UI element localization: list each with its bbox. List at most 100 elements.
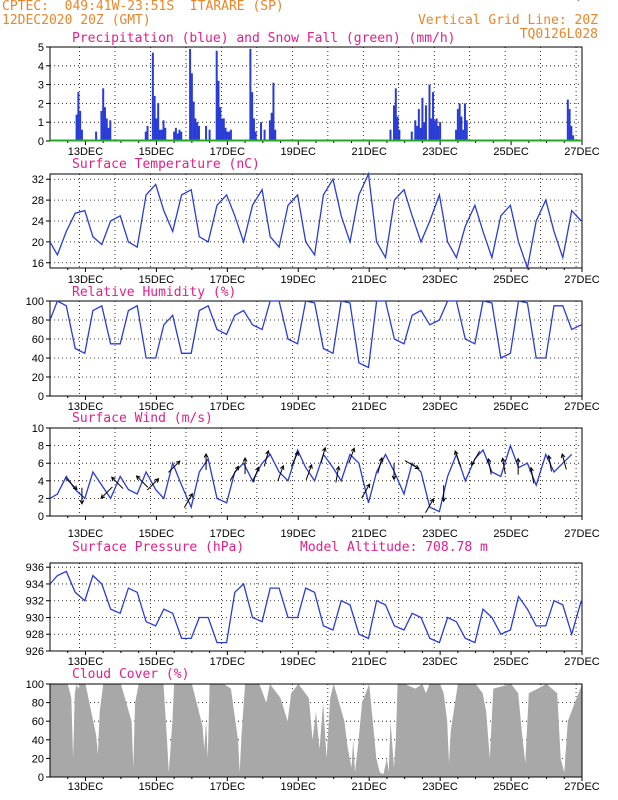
wind-arrow-head bbox=[486, 457, 492, 463]
precip-bar bbox=[433, 120, 436, 141]
precip-bar bbox=[155, 118, 158, 141]
wind-arrow bbox=[183, 493, 193, 508]
wind-arrow-head bbox=[335, 465, 341, 471]
wind-arrow bbox=[229, 466, 239, 481]
x-tick-label: 19DEC bbox=[281, 528, 317, 540]
precip-bar bbox=[173, 131, 176, 141]
precip-bar bbox=[164, 127, 167, 141]
precip-bar bbox=[389, 129, 392, 141]
x-tick-label: 27DEC bbox=[564, 528, 600, 540]
y-tick-label: 2 bbox=[38, 493, 44, 505]
precip-bar bbox=[107, 127, 110, 141]
precip-bar bbox=[79, 110, 82, 141]
precip-bar bbox=[208, 129, 211, 141]
y-tick-label: 5 bbox=[38, 42, 44, 54]
x-tick-label: 21DEC bbox=[351, 274, 387, 286]
panel-frame-top bbox=[49, 683, 583, 778]
precip-bar bbox=[180, 131, 183, 141]
wind-arrow-head bbox=[322, 446, 327, 452]
precip-bar bbox=[254, 131, 257, 141]
precip-bar bbox=[176, 133, 179, 141]
precip-bar bbox=[157, 103, 160, 141]
y-tick-label: 20 bbox=[32, 237, 44, 249]
x-tick-label: 17DEC bbox=[210, 656, 246, 668]
y-tick-label: 2 bbox=[38, 98, 44, 110]
wind-arrow-head bbox=[515, 457, 521, 463]
wind-arrow bbox=[252, 467, 259, 483]
y-tick-label: 936 bbox=[26, 562, 44, 574]
precip-bar bbox=[192, 101, 195, 141]
precip-bar bbox=[419, 127, 422, 141]
precip-bar bbox=[251, 92, 254, 141]
x-tick-label: 19DEC bbox=[281, 274, 317, 286]
wind-arrow bbox=[136, 475, 149, 488]
wind-arrow bbox=[348, 448, 355, 464]
wind-arrow bbox=[404, 460, 419, 469]
precip-bar bbox=[428, 84, 431, 141]
y-tick-label: 20 bbox=[32, 753, 44, 765]
x-tick-label: 27DEC bbox=[564, 401, 600, 413]
wind-arrow bbox=[290, 451, 299, 467]
wind-arrow-head bbox=[378, 456, 384, 462]
precip-bar bbox=[196, 122, 199, 141]
wind-arrow-head bbox=[529, 466, 534, 472]
x-tick-label: 21DEC bbox=[351, 781, 387, 793]
y-tick-label: 40 bbox=[32, 353, 44, 365]
x-tick-label: 23DEC bbox=[422, 401, 458, 413]
x-tick-label: 25DEC bbox=[493, 528, 529, 540]
precip-bar bbox=[455, 129, 458, 141]
precip-bar bbox=[222, 118, 225, 141]
precip-bar bbox=[437, 125, 440, 141]
x-tick-label: 23DEC bbox=[422, 781, 458, 793]
y-tick-label: 926 bbox=[26, 646, 44, 658]
precip-bar bbox=[416, 125, 419, 141]
wind-arrow bbox=[100, 486, 113, 499]
x-tick-label: 27DEC bbox=[564, 274, 600, 286]
wind-arrow-head bbox=[203, 452, 209, 458]
x-tick-label: 15DEC bbox=[139, 781, 175, 793]
panel-title: Surface Pressure (hPa) bbox=[72, 540, 244, 555]
y-tick-label: 0 bbox=[38, 511, 44, 523]
x-tick-label: 23DEC bbox=[422, 528, 458, 540]
precip-bar bbox=[410, 131, 413, 141]
precip-bar bbox=[430, 118, 433, 141]
header-line1-right: Vertical Grid Line: 20Z bbox=[417, 13, 598, 28]
precip-bar bbox=[228, 131, 231, 141]
x-tick-label: 21DEC bbox=[351, 401, 387, 413]
precip-bar bbox=[109, 120, 112, 141]
panel-title: Precipitation (blue) and Snow Fall (gree… bbox=[72, 31, 456, 46]
wind-arrow bbox=[111, 476, 124, 489]
wind-arrow bbox=[305, 464, 313, 481]
precip-bar bbox=[424, 105, 427, 141]
y-tick-label: 3 bbox=[38, 80, 44, 92]
x-tick-label: 25DEC bbox=[493, 274, 529, 286]
x-tick-label: 19DEC bbox=[281, 401, 317, 413]
precip-bar bbox=[249, 48, 252, 141]
precip-bar bbox=[103, 107, 106, 141]
precip-bar bbox=[153, 95, 156, 141]
wind-arrow-head bbox=[294, 450, 299, 456]
precip-bar bbox=[229, 129, 232, 141]
precip-bar bbox=[421, 97, 424, 141]
precip-bar bbox=[194, 118, 197, 141]
wind-arrow-head bbox=[100, 494, 106, 499]
x-tick-label: 19DEC bbox=[281, 146, 317, 158]
precip-bar bbox=[75, 114, 78, 141]
wind-arrow bbox=[425, 498, 434, 513]
x-tick-label: 13DEC bbox=[68, 274, 104, 286]
panel-annotation: Model Altitude: 708.78 m bbox=[300, 540, 488, 555]
x-tick-label: 13DEC bbox=[68, 781, 104, 793]
x-tick-label: 17DEC bbox=[210, 401, 246, 413]
wind-arrow-head bbox=[255, 466, 260, 472]
wind-arrow bbox=[277, 465, 284, 482]
precip-bar bbox=[219, 107, 222, 141]
x-tick-label: 13DEC bbox=[68, 146, 104, 158]
wind-arrow bbox=[471, 450, 481, 466]
y-tick-label: 6 bbox=[38, 458, 44, 470]
precip-bar bbox=[456, 109, 459, 141]
wind-arrow-head bbox=[454, 450, 459, 456]
wind-arrow-head bbox=[188, 492, 193, 498]
series-line bbox=[49, 570, 582, 644]
wind-arrow-head bbox=[391, 475, 397, 481]
wind-arrow bbox=[502, 458, 506, 475]
